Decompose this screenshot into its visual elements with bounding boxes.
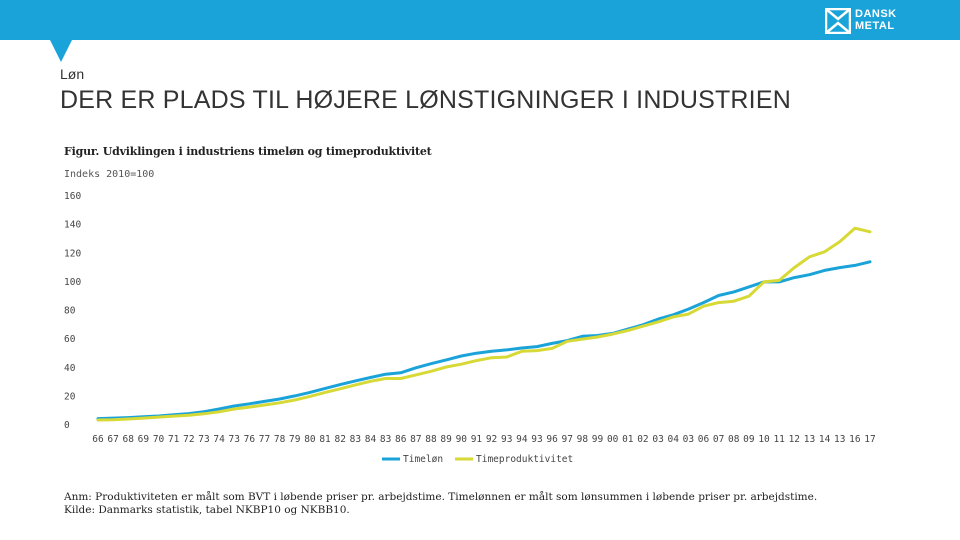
x-tick-label: 69 xyxy=(138,434,150,445)
x-tick-label: 01 xyxy=(622,434,634,445)
x-tick-label: 08 xyxy=(728,434,740,445)
x-tick-label: 16 xyxy=(849,434,861,445)
x-tick-label: 07 xyxy=(713,434,724,445)
x-tick-label: 98 xyxy=(577,434,589,445)
x-tick-label: 11 xyxy=(773,434,785,445)
y-tick-label: 160 xyxy=(64,191,81,202)
x-tick-label: 84 xyxy=(365,434,377,445)
y-tick-label: 80 xyxy=(64,306,76,317)
x-tick-label: 14 xyxy=(819,434,831,445)
x-tick-label: 73 xyxy=(198,434,209,445)
series-line-timeproduktivitet xyxy=(96,226,872,422)
x-tick-label: 71 xyxy=(168,434,180,445)
y-tick-label: 100 xyxy=(64,277,81,288)
x-tick-label: 82 xyxy=(334,434,345,445)
x-tick-label: 97 xyxy=(562,434,573,445)
footnote-annotation: Anm: Produktiviteten er målt som BVT i l… xyxy=(64,491,818,503)
footnotes: Anm: Produktiviteten er målt som BVT i l… xyxy=(64,491,817,517)
x-tick-label: 74 xyxy=(213,434,225,445)
x-tick-label: 68 xyxy=(123,434,135,445)
x-tick-label: 72 xyxy=(183,434,194,445)
logo-wordmark: DANSK METAL xyxy=(855,8,897,32)
x-tick-label: 78 xyxy=(274,434,286,445)
y-tick-label: 0 xyxy=(64,420,70,431)
x-tick-label: 88 xyxy=(425,434,437,445)
page-title: DER ER PLADS TIL HØJERE LØNSTIGNINGER I … xyxy=(60,86,791,114)
y-tick-label: 60 xyxy=(64,334,76,345)
legend-label: Timeløn xyxy=(403,454,443,465)
x-tick-label: 93 xyxy=(501,434,512,445)
x-tick-label: 12 xyxy=(789,434,800,445)
y-tick-label: 140 xyxy=(64,220,81,231)
x-tick-label: 06 xyxy=(698,434,710,445)
x-tick-label: 99 xyxy=(592,434,604,445)
x-tick-label: 13 xyxy=(834,434,845,445)
x-tick-label: 09 xyxy=(743,434,755,445)
x-tick-label: 79 xyxy=(289,434,301,445)
x-tick-label: 04 xyxy=(667,434,679,445)
banner-notch xyxy=(50,40,72,62)
x-tick-label: 83 xyxy=(350,434,361,445)
x-tick-label: 86 xyxy=(395,434,407,445)
x-tick-label: 90 xyxy=(456,434,468,445)
x-tick-label: 91 xyxy=(471,434,483,445)
y-axis-label: Indeks 2010=100 xyxy=(64,169,155,180)
x-tick-label: 02 xyxy=(637,434,648,445)
dansk-metal-logo: DANSK METAL xyxy=(823,6,913,36)
series-line-timeløn xyxy=(96,260,872,421)
y-tick-label: 20 xyxy=(64,391,76,402)
footnote-source: Kilde: Danmarks statistik, tabel NKBP10 … xyxy=(64,504,350,516)
x-tick-label: 70 xyxy=(153,434,165,445)
x-tick-label: 17 xyxy=(864,434,875,445)
x-tick-label: 03 xyxy=(683,434,694,445)
logo-mark-icon xyxy=(825,8,851,34)
y-tick-label: 120 xyxy=(64,248,81,259)
x-tick-label: 13 xyxy=(804,434,815,445)
x-tick-label: 03 xyxy=(652,434,663,445)
logo-line-1: DANSK xyxy=(855,8,897,20)
x-tick-label: 00 xyxy=(607,434,619,445)
x-tick-label: 96 xyxy=(546,434,558,445)
section-kicker: Løn xyxy=(60,66,85,82)
x-tick-label: 76 xyxy=(244,434,256,445)
x-tick-label: 10 xyxy=(758,434,770,445)
x-tick-label: 67 xyxy=(107,434,118,445)
x-tick-label: 73 xyxy=(229,434,240,445)
x-tick-label: 93 xyxy=(531,434,542,445)
y-tick-label: 40 xyxy=(64,363,76,374)
logo-line-2: METAL xyxy=(855,20,895,32)
figure-title: Figur. Udviklingen i industriens timeløn… xyxy=(64,145,432,158)
x-tick-label: 80 xyxy=(304,434,316,445)
x-tick-label: 87 xyxy=(410,434,421,445)
x-tick-label: 83 xyxy=(380,434,391,445)
x-tick-label: 81 xyxy=(319,434,331,445)
x-tick-label: 66 xyxy=(92,434,104,445)
x-tick-label: 77 xyxy=(259,434,270,445)
x-tick-label: 94 xyxy=(516,434,528,445)
x-tick-label: 89 xyxy=(440,434,452,445)
x-tick-label: 92 xyxy=(486,434,497,445)
legend-label: Timeproduktivitet xyxy=(476,454,573,465)
top-banner xyxy=(0,0,960,40)
